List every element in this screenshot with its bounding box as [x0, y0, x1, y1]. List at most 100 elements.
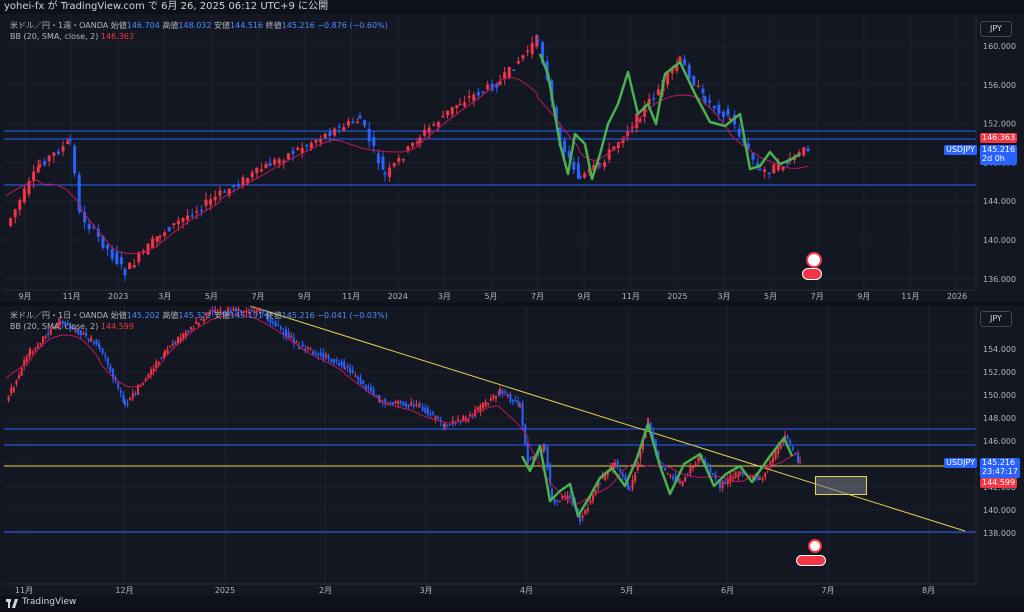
weekly-price: 145.216 [982, 145, 1016, 154]
top-time-tick: 2025 [667, 292, 687, 301]
event-icon-us[interactable] [802, 268, 822, 280]
top-time-tick: 2026 [947, 292, 967, 301]
top-time-tick: 2024 [388, 292, 408, 301]
event-icon-jp[interactable] [806, 252, 822, 268]
daily-candle [117, 382, 120, 389]
daily-candle [49, 328, 52, 335]
daily-candle [542, 445, 545, 452]
weekly-candle [476, 92, 480, 96]
daily-candle [437, 416, 440, 419]
weekly-candle [415, 142, 419, 144]
daily-candle [309, 347, 312, 350]
daily-chart-panel[interactable]: 154.000152.000150.000148.000146.000144.0… [0, 306, 1024, 596]
weekly-candle [687, 64, 691, 79]
daily-candle [586, 507, 589, 512]
daily-candle [203, 319, 205, 322]
daily-candle [160, 357, 163, 359]
daily-candle [399, 400, 402, 403]
daily-candle [584, 510, 587, 515]
weekly-candle [583, 173, 587, 178]
daily-candle [184, 331, 187, 338]
bot-price-tick: 154.000 [983, 345, 1016, 354]
weekly-candle [356, 121, 360, 123]
daily-candle [759, 478, 761, 480]
daily-candle [794, 452, 797, 455]
weekly-candle [678, 56, 682, 63]
weekly-candle [455, 105, 459, 109]
event-icon-us-daily[interactable] [796, 555, 826, 566]
weekly-candle [554, 107, 558, 121]
weekly-candle [223, 191, 227, 193]
daily-candle [654, 439, 657, 454]
daily-candle [182, 333, 185, 340]
daily-candle [564, 495, 566, 498]
daily-candle [449, 423, 452, 426]
bot-time-tick: 11月 [15, 586, 33, 595]
daily-candle [639, 451, 642, 459]
daily-candle [666, 473, 669, 475]
weekly-candle [137, 252, 141, 262]
top-time-tick: 7月 [251, 292, 264, 301]
daily-candle [69, 326, 72, 331]
daily-candle [261, 310, 264, 314]
weekly-candle [68, 139, 72, 142]
daily-currency-button[interactable]: JPY [980, 311, 1012, 327]
weekly-candle [155, 236, 159, 242]
bot-price-tick: 146.000 [983, 437, 1016, 446]
weekly-candle [712, 105, 716, 109]
weekly-candle [342, 127, 346, 131]
daily-candle [357, 376, 359, 380]
bot-price-tick: 140.000 [983, 506, 1016, 515]
weekly-candle [446, 110, 450, 116]
daily-candle [629, 489, 631, 491]
weekly-candle [241, 177, 245, 186]
daily-price-badge: 145.216 23:47:17 [980, 458, 1020, 478]
weekly-wave-path [538, 53, 801, 181]
weekly-candle [146, 243, 150, 255]
weekly-chart-svg[interactable]: 160.000156.000152.000148.000144.000140.0… [0, 14, 1024, 302]
daily-candle [421, 406, 424, 411]
weekly-candle [232, 185, 236, 188]
weekly-candle [132, 264, 136, 268]
daily-candle [719, 480, 721, 489]
weekly-chart-panel[interactable]: 160.000156.000152.000148.000144.000140.0… [0, 14, 1024, 302]
panel-separator[interactable] [0, 302, 1024, 306]
daily-chart-svg[interactable]: 154.000152.000150.000148.000146.000144.0… [0, 306, 1024, 596]
daily-candle [322, 353, 325, 360]
daily-candle [424, 408, 427, 413]
daily-candle [106, 357, 109, 365]
daily-candle [497, 391, 500, 395]
daily-candle [514, 400, 517, 402]
daily-candle [642, 441, 644, 450]
daily-candle [90, 337, 93, 342]
daily-candle [529, 458, 532, 461]
daily-candle [325, 354, 327, 357]
daily-candle [274, 322, 277, 327]
weekly-candle [598, 163, 602, 166]
daily-legend-symbol: 米ドル／円・1日・OANDA [10, 311, 109, 320]
weekly-candle [388, 167, 392, 177]
daily-candle [232, 308, 235, 311]
daily-candle [410, 401, 413, 406]
weekly-candle [683, 59, 687, 66]
weekly-candle [607, 149, 611, 160]
daily-candle [229, 310, 232, 313]
weekly-candle [264, 163, 268, 169]
weekly-currency-button[interactable]: JPY [980, 21, 1012, 37]
daily-candle [147, 373, 150, 377]
daily-candle [419, 405, 421, 408]
daily-candle [521, 403, 524, 426]
daily-candle [757, 477, 760, 481]
daily-candle [636, 462, 639, 470]
weekly-legend: 米ドル／円・1週・OANDA 始値146.704 高値148.032 安値144… [10, 20, 388, 42]
event-icon-jp-daily[interactable] [808, 539, 822, 553]
weekly-candle [199, 209, 203, 212]
daily-candle [28, 352, 31, 358]
daily-candle [119, 390, 122, 394]
daily-candle [672, 477, 674, 480]
top-time-tick: 9月 [857, 292, 870, 301]
daily-candle [269, 319, 272, 323]
target-zone-box[interactable] [815, 476, 867, 495]
daily-candle [179, 337, 182, 343]
daily-candle [343, 361, 346, 369]
